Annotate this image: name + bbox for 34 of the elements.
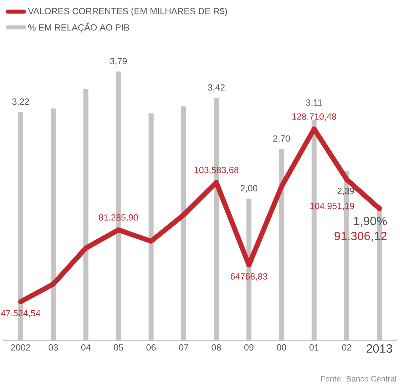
data-label: 3,42 [208, 84, 225, 92]
bar [51, 108, 56, 341]
data-label: 103.583,68 [194, 167, 239, 174]
data-label: 1,90% [354, 217, 387, 227]
x-tick-label: 02 [342, 344, 352, 351]
x-tick-label: 00 [277, 344, 286, 351]
x-tick-label: 09 [244, 344, 254, 351]
bar [181, 106, 186, 341]
bar [279, 149, 284, 341]
legend-label: VALORES CORRENTES (EM MILHARES DE R$) [28, 8, 228, 16]
data-label: 128.710,48 [292, 114, 336, 121]
data-label: 64768,83 [230, 273, 268, 281]
x-tick-label: 01 [310, 344, 319, 351]
data-label: 91.306,12 [334, 232, 387, 242]
x-tick-label: 2013 [366, 344, 392, 353]
data-label: 3,11 [306, 100, 322, 107]
data-label: 2,70 [274, 136, 290, 143]
x-tick-label: 05 [114, 344, 124, 351]
x-tick-label: 06 [146, 344, 156, 351]
bar [148, 114, 154, 341]
data-label: 47.524,54 [1, 310, 41, 318]
data-label: 2,00 [240, 185, 258, 193]
legend-label: % EM RELAÇÃO AO PIB [28, 22, 130, 33]
x-tick-label: 08 [212, 344, 222, 351]
x-tick-label: 07 [179, 344, 188, 351]
data-label: 81.285,90 [99, 214, 138, 222]
bar [84, 90, 89, 341]
data-label: 3,22 [12, 98, 30, 106]
x-tick-label: 04 [81, 344, 91, 351]
data-label: 3,79 [110, 58, 127, 66]
x-tick-label: 03 [48, 344, 58, 351]
data-label: 104.951,19 [310, 202, 354, 210]
x-tick-label: 2002 [11, 344, 30, 351]
data-label: 2,39 [338, 188, 354, 196]
